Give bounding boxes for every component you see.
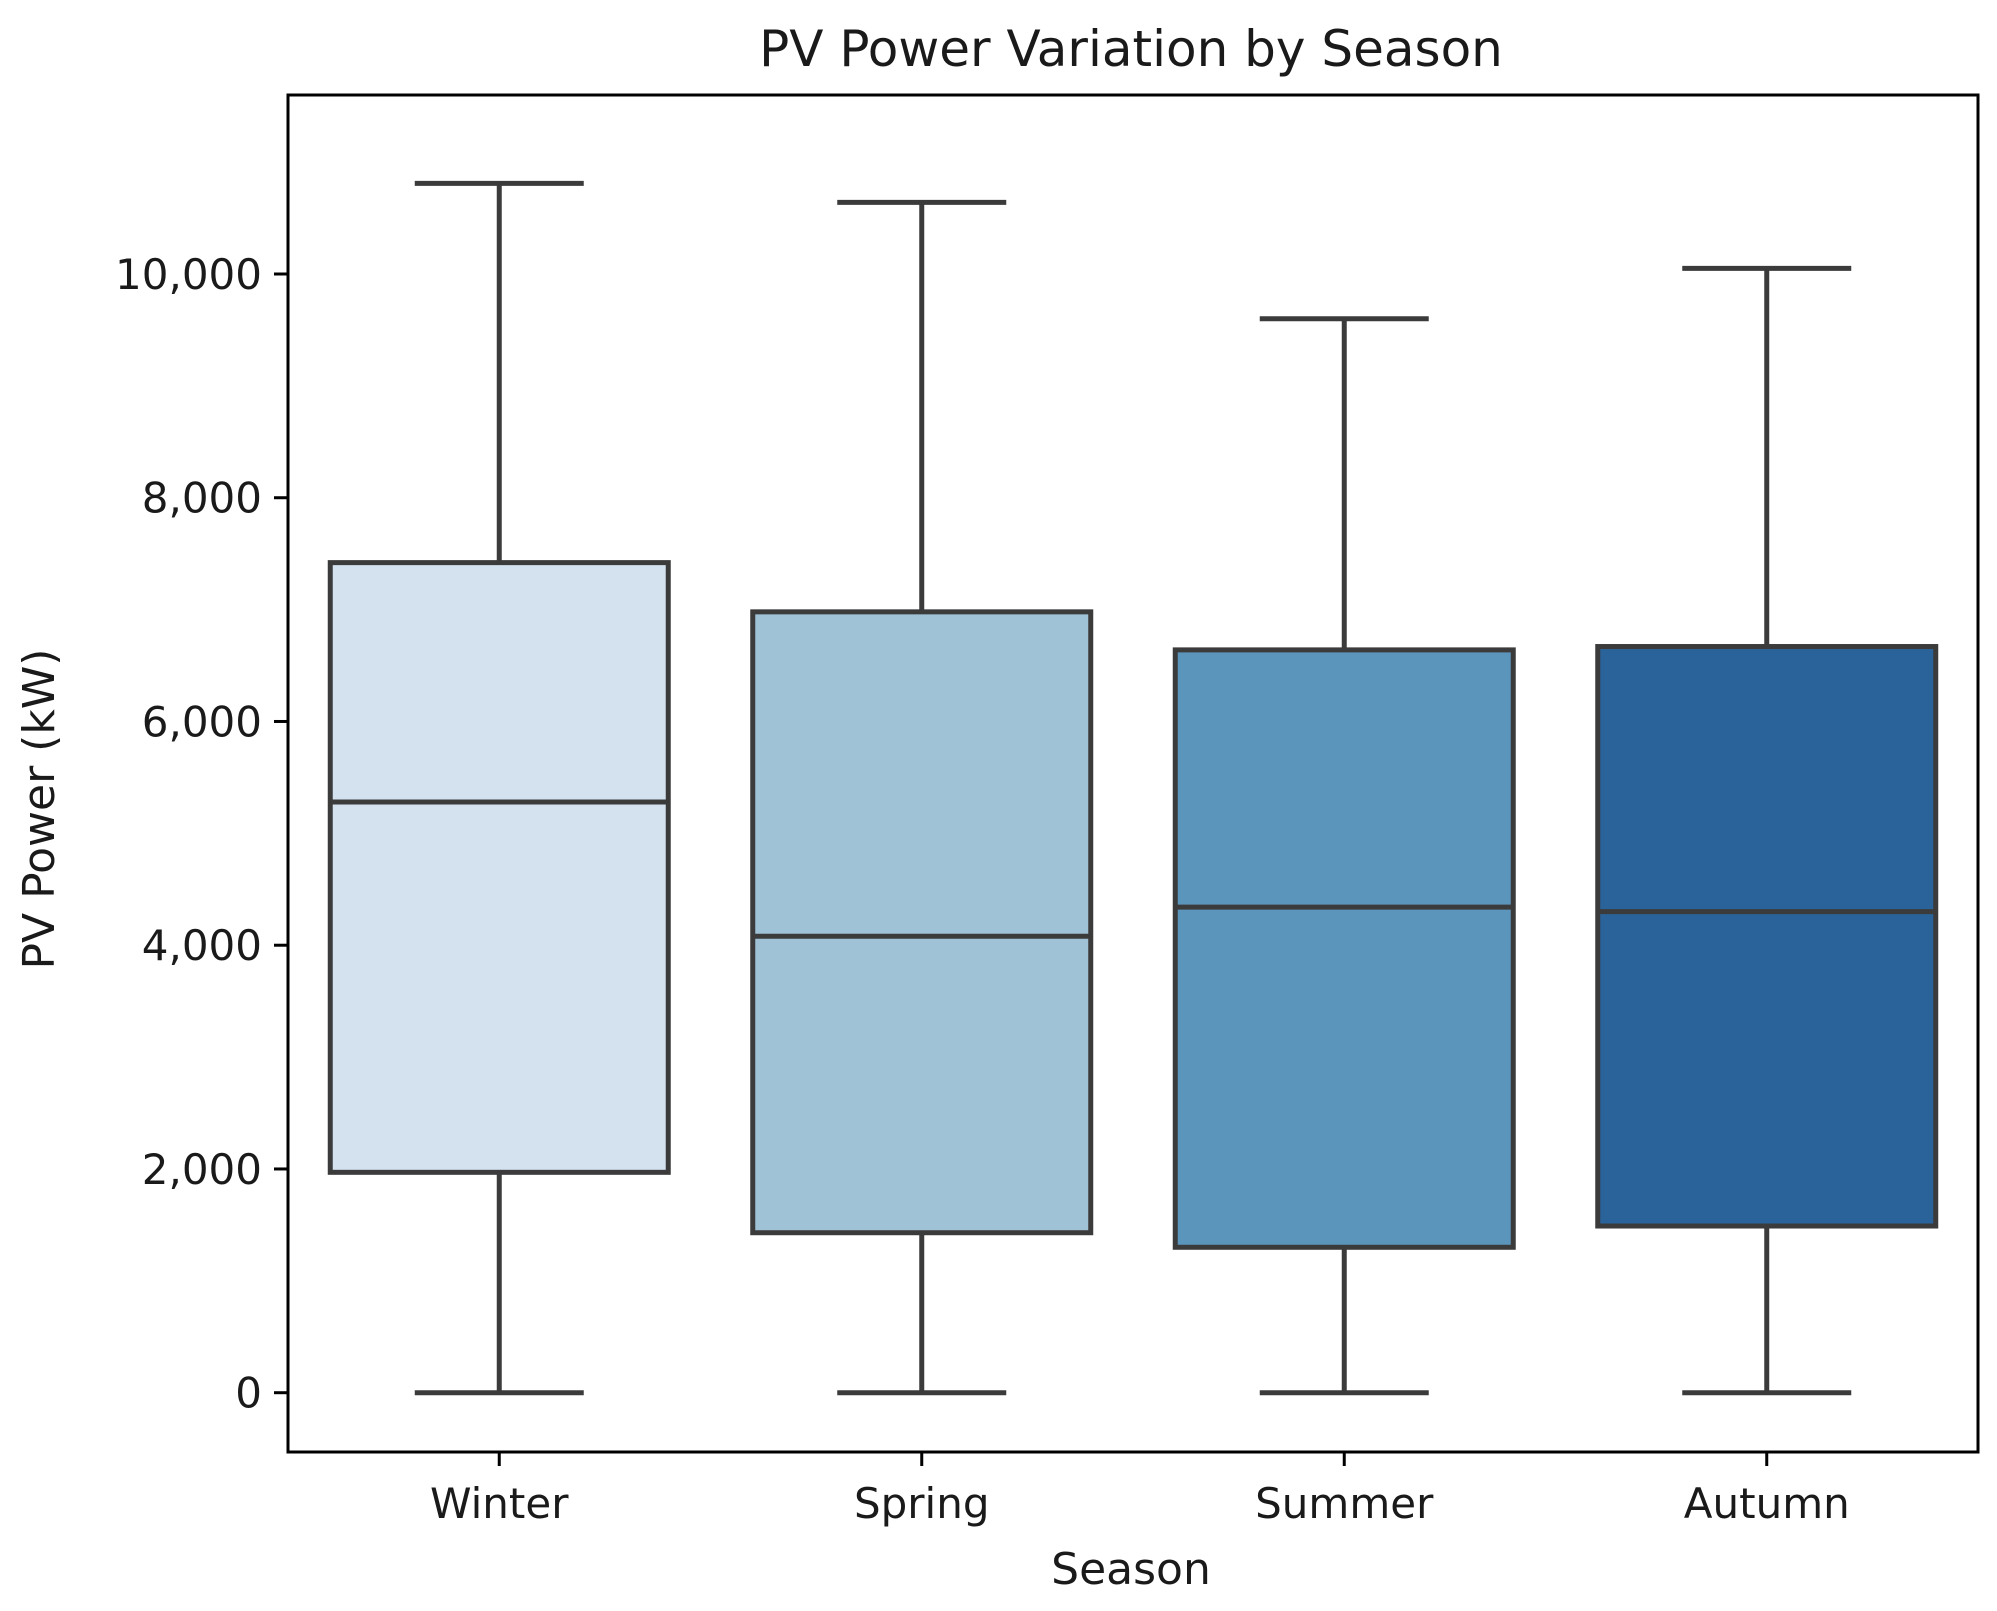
y-tick-label: 10,000 [115, 250, 262, 299]
box-autumn [1595, 265, 1939, 1396]
iqr-box [1172, 647, 1516, 1250]
box-summer [1172, 316, 1516, 1396]
x-tick-label: Winter [430, 1479, 569, 1528]
y-axis-label: PV Power (kW) [14, 649, 65, 970]
chart-title: PV Power Variation by Season [759, 20, 1503, 78]
y-tick-label: 6,000 [142, 697, 262, 746]
x-axis-label: Season [1051, 1544, 1211, 1595]
box-spring [750, 199, 1094, 1396]
x-tick-label: Autumn [1684, 1479, 1850, 1528]
y-axis: 0 2,000 4,000 6,000 8,000 10,000 [115, 250, 288, 1418]
x-tick-label: Spring [854, 1479, 990, 1528]
y-tick-label: 8,000 [142, 474, 262, 523]
iqr-box [327, 560, 671, 1175]
iqr-box [750, 609, 1094, 1236]
box-winter [327, 180, 671, 1396]
x-tick-label: Summer [1255, 1479, 1434, 1528]
x-axis: Winter Spring Summer Autumn [430, 1452, 1850, 1528]
box-plot-series [327, 180, 1939, 1396]
y-tick-label: 0 [235, 1369, 262, 1418]
y-tick-label: 4,000 [142, 921, 262, 970]
iqr-box [1595, 644, 1939, 1229]
y-tick-label: 2,000 [142, 1145, 262, 1194]
plot-frame [286, 93, 1980, 1454]
